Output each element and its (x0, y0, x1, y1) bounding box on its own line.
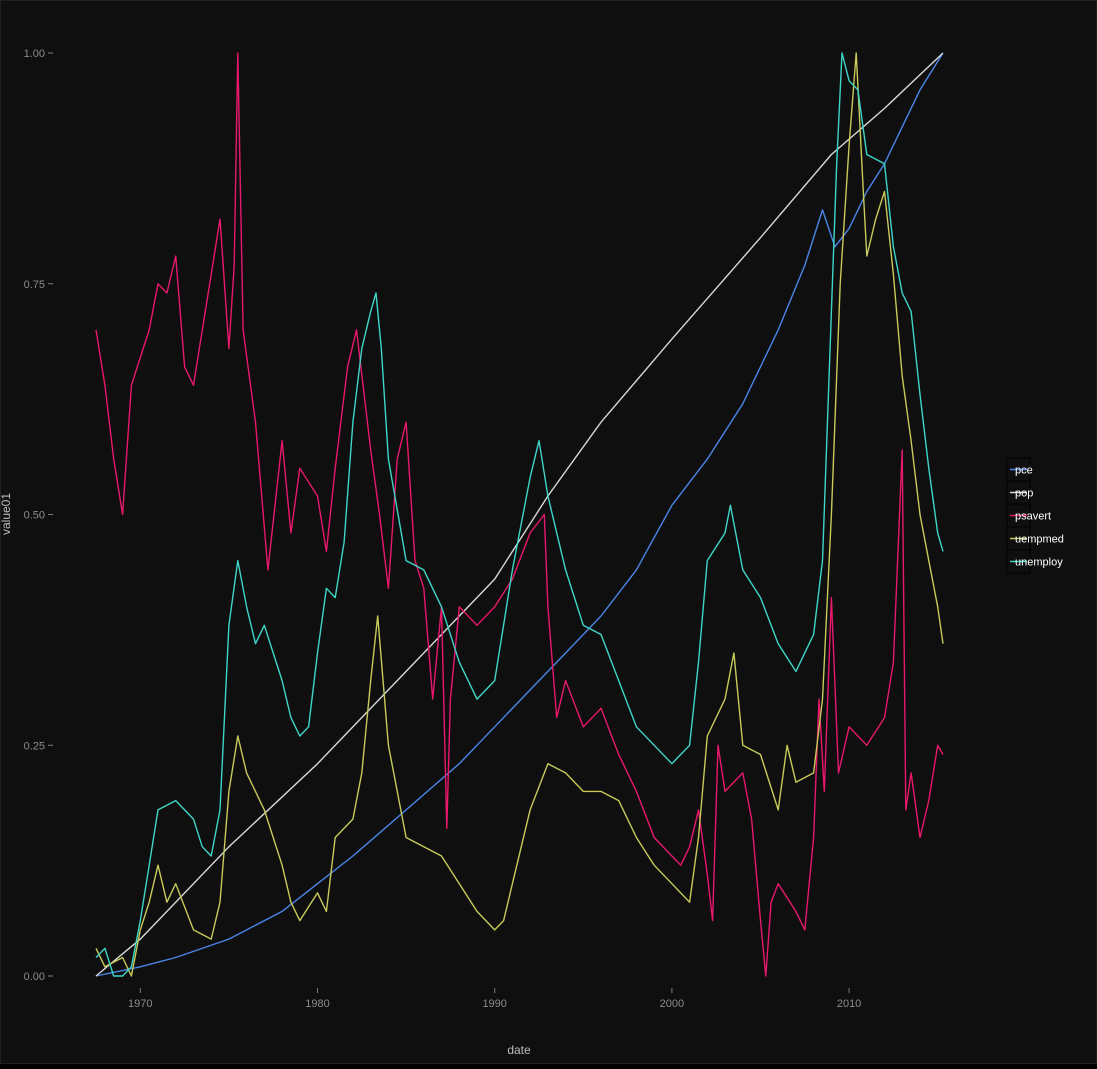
x-tick-label: 1980 (305, 998, 329, 1010)
series-line-uempmed (95, 52, 944, 977)
legend: pce pop psavert uempmed unemploy (1006, 457, 1064, 574)
legend-label: unemploy (1015, 557, 1063, 569)
x-tick-label: 2010 (837, 998, 861, 1010)
y-axis-title: value01 (0, 493, 13, 535)
legend-item-unemploy: unemploy (1006, 549, 1063, 574)
x-axis: 1970 1980 1990 2000 2010 (128, 988, 861, 1010)
series-line-psavert (95, 52, 944, 977)
legend-item-pce: pce (1006, 457, 1033, 482)
x-tick-label: 2000 (660, 998, 684, 1010)
y-tick-label: 0.25 (24, 740, 45, 752)
legend-item-uempmed: uempmed (1006, 526, 1064, 551)
legend-label: pop (1015, 488, 1033, 500)
x-tick-label: 1990 (482, 998, 506, 1010)
y-tick-label: 0.00 (24, 971, 45, 983)
y-tick-label: 0.75 (24, 279, 45, 291)
y-tick-label: 0.50 (24, 510, 45, 522)
legend-label: uempmed (1015, 534, 1064, 546)
y-tick-label: 1.00 (24, 48, 45, 60)
series-line-unemploy (95, 52, 944, 977)
series-layer (95, 52, 944, 977)
legend-item-psavert: psavert (1006, 503, 1051, 528)
legend-label: pce (1015, 465, 1033, 477)
series-line-pce (95, 52, 944, 977)
legend-label: psavert (1015, 511, 1051, 523)
x-axis-title: date (507, 1043, 531, 1057)
x-tick-label: 1970 (128, 998, 152, 1010)
y-axis: 0.00 0.25 0.50 0.75 1.00 (24, 48, 53, 983)
legend-item-pop: pop (1006, 480, 1033, 505)
